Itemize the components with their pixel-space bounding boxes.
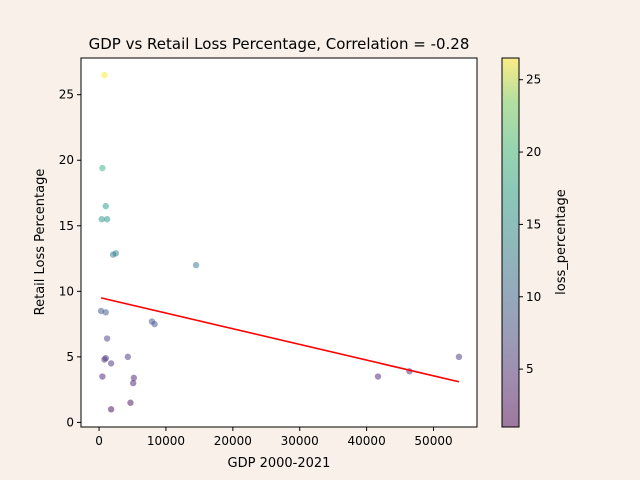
y-tick-label: 15 bbox=[59, 219, 74, 233]
data-point bbox=[102, 309, 109, 316]
data-point bbox=[99, 164, 106, 172]
data-point bbox=[107, 406, 115, 413]
y-tick-label: 5 bbox=[66, 350, 74, 364]
colorbar-label: loss_percentage bbox=[554, 189, 569, 295]
chart-title: GDP vs Retail Loss Percentage, Correlati… bbox=[89, 35, 470, 53]
x-tick-label: 0 bbox=[95, 434, 103, 448]
x-axis-label: GDP 2000-2021 bbox=[228, 456, 331, 471]
data-point bbox=[455, 353, 463, 361]
data-point bbox=[127, 399, 134, 406]
y-tick-label: 10 bbox=[59, 284, 74, 298]
y-axis-label: Retail Loss Percentage bbox=[33, 169, 48, 316]
data-point bbox=[129, 379, 137, 387]
colorbar-tick-label: 5 bbox=[526, 362, 534, 376]
plot-frame bbox=[80, 57, 478, 428]
colorbar-ticks: 5 10 15 20 25 bbox=[519, 73, 541, 376]
y-tick-label: 0 bbox=[66, 415, 74, 429]
colorbar-frame bbox=[501, 57, 520, 428]
colorbar-tick-label: 10 bbox=[526, 290, 541, 304]
plot-area bbox=[81, 58, 477, 427]
data-point bbox=[130, 374, 138, 382]
data-point bbox=[107, 360, 115, 367]
x-tick-label: 50000 bbox=[414, 434, 452, 448]
y-tick-label: 25 bbox=[59, 88, 74, 102]
x-tick-label: 20000 bbox=[214, 434, 252, 448]
trendline bbox=[100, 297, 460, 383]
x-tick-label: 30000 bbox=[281, 434, 319, 448]
data-point bbox=[192, 261, 200, 269]
colorbar-tick-label: 20 bbox=[526, 145, 541, 159]
colorbar-tick-label: 15 bbox=[526, 217, 541, 231]
data-point bbox=[103, 216, 111, 223]
data-point bbox=[124, 353, 132, 361]
marks-layer bbox=[97, 71, 463, 413]
data-point bbox=[103, 335, 111, 342]
data-point bbox=[98, 216, 105, 223]
x-axis-ticks: 0 10000 20000 30000 40000 50000 bbox=[95, 427, 453, 448]
data-point bbox=[151, 320, 158, 328]
x-tick-label: 10000 bbox=[147, 434, 185, 448]
data-point bbox=[101, 356, 108, 363]
data-point bbox=[109, 251, 117, 258]
colorbar bbox=[502, 58, 519, 427]
colorbar-tick-label: 25 bbox=[526, 73, 541, 87]
y-axis-ticks: 0 5 10 15 20 25 bbox=[59, 88, 81, 429]
data-point bbox=[374, 373, 382, 380]
x-tick-label: 40000 bbox=[348, 434, 386, 448]
data-point bbox=[99, 373, 106, 380]
data-point bbox=[101, 71, 108, 79]
data-point bbox=[102, 202, 109, 210]
y-tick-label: 20 bbox=[59, 153, 74, 167]
